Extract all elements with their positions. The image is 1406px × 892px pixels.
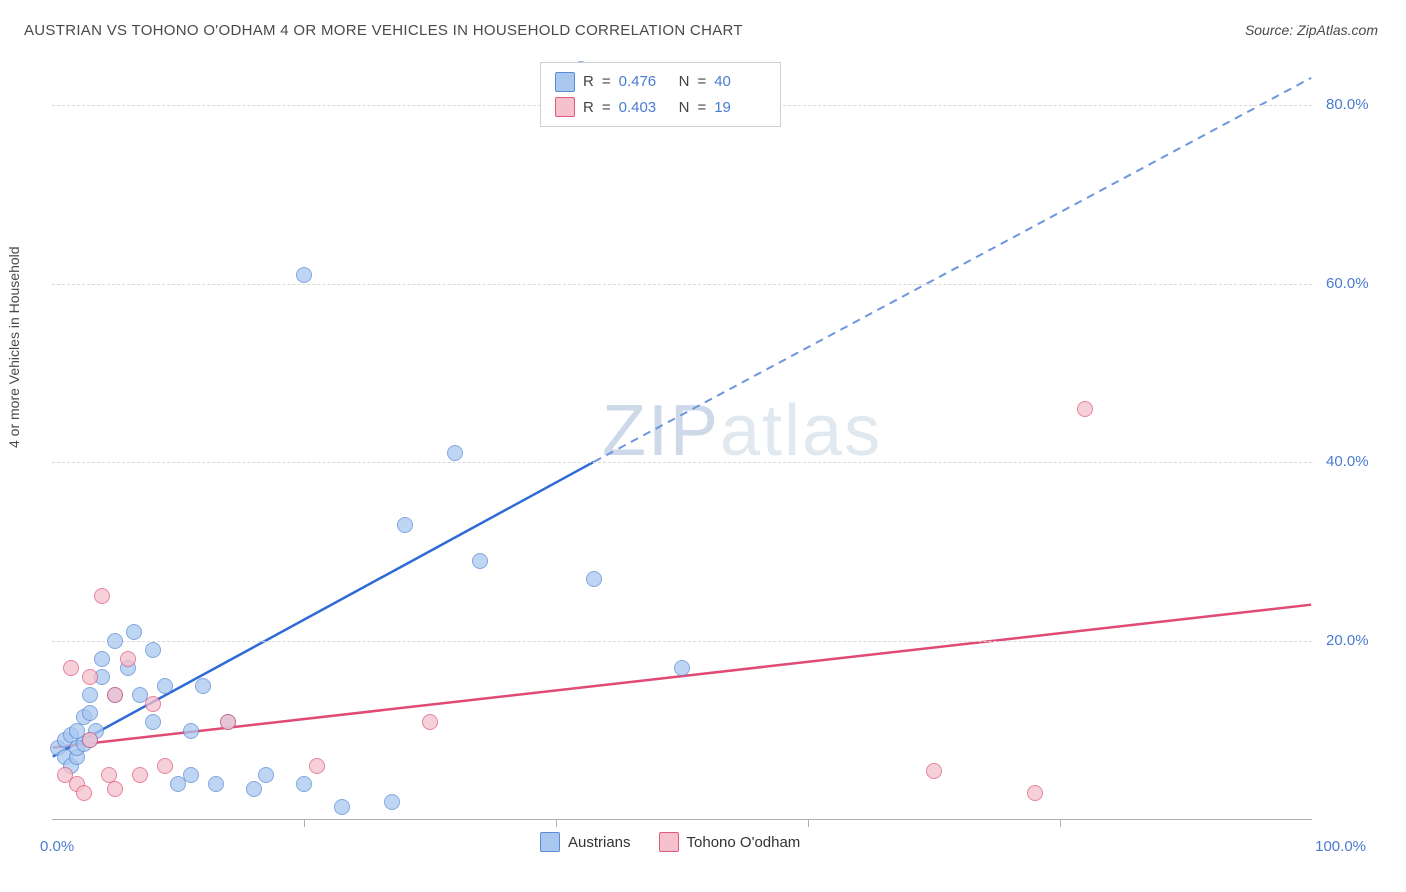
source-label: Source: ZipAtlas.com: [1245, 22, 1378, 38]
gridline: [52, 462, 1312, 463]
data-point: [157, 678, 173, 694]
data-point: [76, 785, 92, 801]
data-point: [145, 714, 161, 730]
data-point: [82, 669, 98, 685]
gridline: [52, 641, 1312, 642]
data-point: [63, 660, 79, 676]
plot-area: ZIPatlas: [52, 60, 1312, 820]
data-point: [120, 651, 136, 667]
data-point: [208, 776, 224, 792]
data-point: [384, 794, 400, 810]
legend-swatch: [555, 97, 575, 117]
chart-container: AUSTRIAN VS TOHONO O'ODHAM 4 OR MORE VEH…: [0, 0, 1406, 892]
data-point: [107, 687, 123, 703]
data-point: [157, 758, 173, 774]
legend-item: Austrians: [540, 832, 631, 852]
stats-n-value: 19: [714, 95, 766, 121]
stats-n-label: N: [679, 95, 690, 121]
data-point: [145, 696, 161, 712]
data-point: [82, 732, 98, 748]
x-tick-mark: [556, 819, 557, 827]
data-point: [1027, 785, 1043, 801]
data-point: [296, 776, 312, 792]
data-point: [82, 705, 98, 721]
x-tick-mark: [1060, 819, 1061, 827]
y-tick-label: 80.0%: [1326, 96, 1369, 113]
stats-eq: =: [697, 69, 706, 95]
stats-r-label: R: [583, 69, 594, 95]
y-tick-label: 60.0%: [1326, 275, 1369, 292]
stats-eq: =: [602, 69, 611, 95]
stats-legend-row: R = 0.403 N = 19: [555, 95, 766, 121]
legend-item: Tohono O'odham: [659, 832, 801, 852]
series-legend: Austrians Tohono O'odham: [540, 832, 800, 852]
data-point: [397, 517, 413, 533]
data-point: [246, 781, 262, 797]
data-point: [586, 571, 602, 587]
x-min-label: 0.0%: [40, 838, 74, 855]
data-point: [258, 767, 274, 783]
legend-label: Austrians: [568, 834, 631, 851]
data-point: [472, 553, 488, 569]
y-tick-label: 40.0%: [1326, 453, 1369, 470]
x-max-label: 100.0%: [1315, 838, 1366, 855]
stats-r-value: 0.403: [619, 95, 671, 121]
trendlines-svg: [52, 60, 1312, 819]
stats-legend-row: R = 0.476 N = 40: [555, 69, 766, 95]
legend-label: Tohono O'odham: [687, 834, 801, 851]
y-axis-label: 4 or more Vehicles in Household: [6, 246, 22, 448]
x-tick-mark: [808, 819, 809, 827]
data-point: [126, 624, 142, 640]
data-point: [183, 767, 199, 783]
data-point: [674, 660, 690, 676]
legend-swatch: [659, 832, 679, 852]
data-point: [107, 781, 123, 797]
gridline: [52, 284, 1312, 285]
data-point: [132, 767, 148, 783]
data-point: [220, 714, 236, 730]
data-point: [94, 651, 110, 667]
data-point: [82, 687, 98, 703]
stats-eq: =: [602, 95, 611, 121]
stats-r-value: 0.476: [619, 69, 671, 95]
data-point: [1077, 401, 1093, 417]
stats-r-label: R: [583, 95, 594, 121]
data-point: [422, 714, 438, 730]
stats-n-label: N: [679, 69, 690, 95]
data-point: [926, 763, 942, 779]
chart-title: AUSTRIAN VS TOHONO O'ODHAM 4 OR MORE VEH…: [24, 22, 743, 39]
data-point: [183, 723, 199, 739]
stats-legend: R = 0.476 N = 40 R = 0.403 N = 19: [540, 62, 781, 127]
data-point: [195, 678, 211, 694]
x-tick-mark: [304, 819, 305, 827]
legend-swatch: [540, 832, 560, 852]
data-point: [447, 445, 463, 461]
data-point: [145, 642, 161, 658]
data-point: [309, 758, 325, 774]
data-point: [334, 799, 350, 815]
legend-swatch: [555, 72, 575, 92]
data-point: [94, 588, 110, 604]
y-tick-label: 20.0%: [1326, 632, 1369, 649]
stats-n-value: 40: [714, 69, 766, 95]
data-point: [107, 633, 123, 649]
data-point: [296, 267, 312, 283]
stats-eq: =: [697, 95, 706, 121]
